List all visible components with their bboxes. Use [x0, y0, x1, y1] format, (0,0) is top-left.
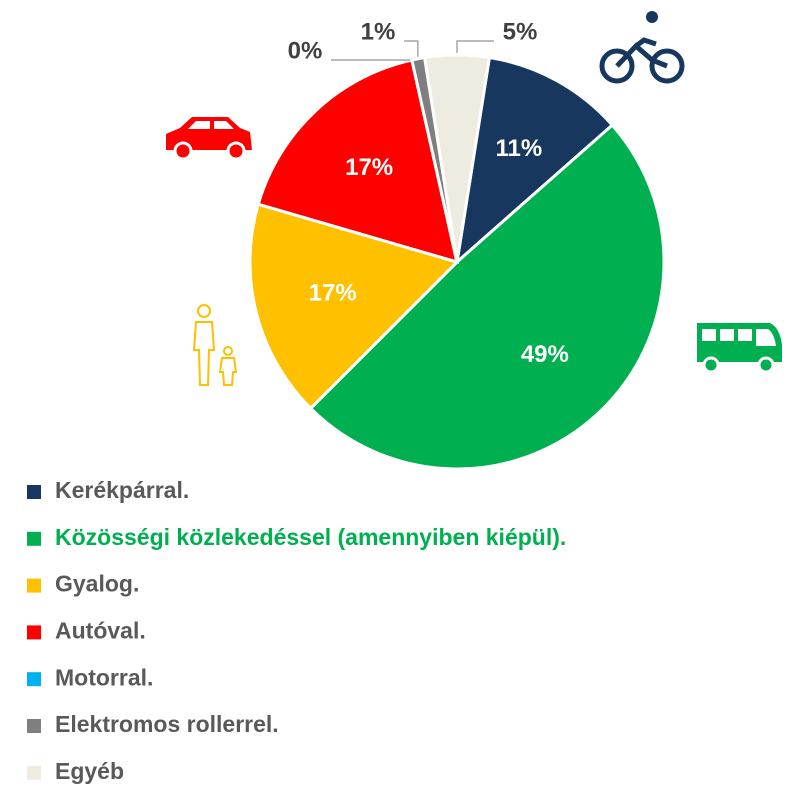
bus-icon [697, 323, 782, 374]
legend-label: Elektromos rollerrel. [55, 711, 279, 737]
value-label: 1% [361, 18, 396, 45]
legend-swatch [27, 531, 41, 546]
legend-label: Egyéb [55, 758, 124, 784]
value-label: 17% [345, 154, 393, 181]
value-label: 0% [288, 37, 323, 64]
bike-icon [599, 11, 685, 84]
pie-slice [422, 53, 492, 263]
legend-label: Autóval. [55, 617, 146, 643]
pie-slice [308, 122, 666, 471]
leader-line [456, 40, 494, 53]
legend-swatch [27, 485, 41, 499]
legend-label: Közösségi közlekedéssel (amennyiben kiép… [55, 524, 566, 550]
legend-swatch [27, 672, 41, 687]
value-label: 11% [495, 135, 542, 162]
leader-line [404, 40, 419, 57]
leader-line [331, 58, 413, 61]
pedestrian-icon [192, 304, 238, 386]
pie-slice [256, 58, 460, 265]
pie-slice [248, 202, 460, 411]
legend-label: Motorral. [55, 664, 153, 690]
legend-label: Kerékpárral. [55, 477, 189, 503]
pie-slice [454, 55, 615, 266]
legend-swatch [27, 625, 41, 640]
legend-swatch [27, 719, 41, 733]
value-label: 17% [309, 279, 357, 306]
legend-label: Gyalog. [55, 571, 139, 597]
legend-swatch [27, 765, 41, 780]
legend-swatch [27, 578, 41, 593]
value-label: 5% [503, 18, 538, 45]
car-icon [166, 117, 252, 161]
value-label: 49% [521, 341, 569, 368]
